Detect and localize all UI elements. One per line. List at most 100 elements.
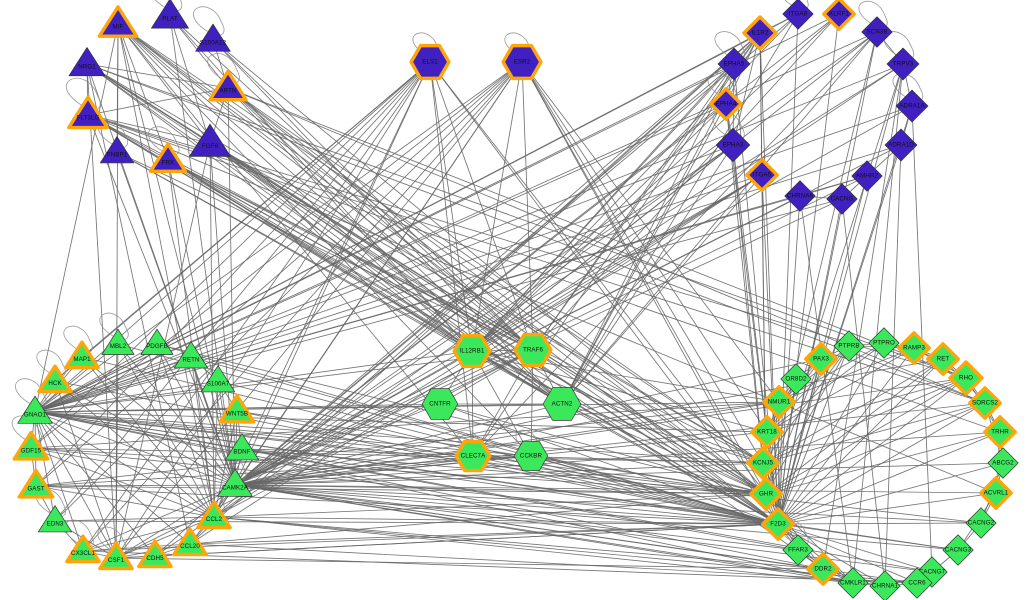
- node-shape-diamond[interactable]: [784, 180, 816, 212]
- node-shape-diamond[interactable]: [780, 363, 812, 395]
- node-shape-diamond[interactable]: [782, 0, 814, 30]
- graph-node-chrna1[interactable]: CHRNA1: [869, 570, 901, 600]
- node-shape-diamond[interactable]: [762, 385, 796, 419]
- node-shape-diamond[interactable]: [979, 476, 1013, 510]
- graph-node-map1[interactable]: MAP1: [64, 340, 100, 370]
- node-shape-triangle[interactable]: [97, 5, 139, 38]
- node-shape-triangle[interactable]: [68, 47, 106, 77]
- graph-node-ffar3[interactable]: FFAR3: [782, 534, 814, 566]
- node-shape-diamond[interactable]: [715, 127, 751, 163]
- graph-node-ptpro[interactable]: PTPRO: [868, 327, 900, 359]
- graph-node-orbd2[interactable]: OR8D2: [780, 363, 812, 395]
- graph-node-mif[interactable]: MIF: [97, 5, 139, 38]
- node-shape-triangle[interactable]: [173, 341, 209, 369]
- node-shape-diamond[interactable]: [717, 47, 751, 81]
- node-shape-hexagon[interactable]: [409, 43, 451, 81]
- node-shape-diamond[interactable]: [761, 507, 795, 541]
- node-shape-triangle[interactable]: [17, 468, 55, 499]
- graph-node-cacng3[interactable]: CACNG3: [942, 534, 974, 566]
- graph-node-abcg2[interactable]: ABCG2: [987, 447, 1019, 479]
- node-shape-triangle[interactable]: [172, 527, 208, 557]
- graph-node-s100a12[interactable]: S100A12: [195, 23, 231, 52]
- graph-node-gast[interactable]: GAST: [17, 468, 55, 499]
- node-shape-triangle[interactable]: [64, 340, 100, 370]
- node-shape-diamond[interactable]: [709, 87, 743, 121]
- graph-node-il12rb1[interactable]: IL12RB1: [452, 333, 492, 369]
- node-shape-triangle[interactable]: [148, 142, 188, 174]
- node-shape-hexagon[interactable]: [513, 332, 553, 368]
- graph-node-clec7a[interactable]: CLEC7A: [454, 439, 492, 473]
- node-shape-diamond[interactable]: [833, 330, 865, 362]
- node-shape-triangle[interactable]: [17, 395, 53, 424]
- graph-node-chrna6[interactable]: CHRNA6: [784, 180, 816, 212]
- graph-node-nrg1[interactable]: NRG1: [68, 47, 106, 77]
- node-shape-hexagon[interactable]: [421, 388, 459, 420]
- node-shape-diamond[interactable]: [884, 128, 918, 162]
- node-shape-hexagon[interactable]: [501, 43, 543, 81]
- node-shape-diamond[interactable]: [745, 158, 779, 192]
- node-shape-diamond[interactable]: [895, 89, 929, 123]
- node-shape-diamond[interactable]: [742, 15, 778, 51]
- node-shape-triangle[interactable]: [151, 0, 189, 29]
- node-shape-diamond[interactable]: [746, 446, 780, 480]
- node-shape-triangle[interactable]: [67, 95, 109, 130]
- graph-node-ccl20[interactable]: CCL20: [172, 527, 208, 557]
- graph-node-adra1d[interactable]: ADRA1D: [884, 128, 918, 162]
- node-shape-triangle[interactable]: [218, 393, 256, 424]
- graph-node-plat[interactable]: PLAT: [151, 0, 189, 29]
- graph-node-kcnj5[interactable]: KCNJ5: [746, 446, 780, 480]
- node-shape-diamond[interactable]: [942, 534, 974, 566]
- node-shape-triangle[interactable]: [65, 534, 101, 564]
- node-shape-diamond[interactable]: [983, 415, 1017, 449]
- node-shape-diamond[interactable]: [868, 327, 900, 359]
- node-shape-diamond[interactable]: [806, 552, 840, 586]
- node-shape-diamond[interactable]: [837, 567, 869, 599]
- graph-node-il1r2[interactable]: IL1R2: [742, 15, 778, 51]
- graph-node-mbl2[interactable]: MBL2: [101, 328, 135, 355]
- graph-node-klrf1[interactable]: KLRF1: [822, 0, 856, 31]
- graph-node-cntfr[interactable]: CNTFR: [421, 388, 459, 420]
- node-shape-diamond[interactable]: [861, 16, 893, 48]
- graph-node-traf6[interactable]: TRAF6: [513, 332, 553, 368]
- node-shape-diamond[interactable]: [897, 331, 931, 365]
- node-shape-triangle[interactable]: [98, 541, 134, 571]
- node-shape-diamond[interactable]: [869, 570, 901, 600]
- node-shape-diamond[interactable]: [926, 342, 960, 376]
- node-shape-diamond[interactable]: [750, 415, 784, 449]
- node-shape-diamond[interactable]: [968, 386, 1002, 420]
- node-shape-diamond[interactable]: [749, 477, 783, 511]
- graph-node-amhr2[interactable]: AMHR2: [851, 160, 883, 192]
- node-shape-hexagon[interactable]: [513, 441, 549, 471]
- node-shape-triangle[interactable]: [101, 328, 135, 355]
- graph-node-adra1a[interactable]: ADRA1A: [895, 89, 929, 123]
- node-shape-triangle[interactable]: [196, 500, 232, 530]
- node-shape-diamond[interactable]: [901, 567, 933, 599]
- graph-node-frk[interactable]: FRK: [148, 142, 188, 174]
- node-shape-triangle[interactable]: [189, 123, 231, 157]
- graph-node-cacng2[interactable]: CACNG2: [965, 507, 997, 539]
- node-shape-diamond[interactable]: [782, 534, 814, 566]
- node-shape-triangle[interactable]: [217, 468, 253, 497]
- graph-node-acvrl1[interactable]: ACVRL1: [979, 476, 1013, 510]
- node-shape-triangle[interactable]: [224, 433, 260, 461]
- graph-node-ramp3[interactable]: RAMP3: [897, 331, 931, 365]
- node-shape-hexagon[interactable]: [454, 439, 492, 473]
- node-shape-diamond[interactable]: [886, 47, 920, 81]
- node-shape-hexagon[interactable]: [452, 333, 492, 369]
- node-shape-hexagon[interactable]: [542, 387, 582, 421]
- node-shape-triangle[interactable]: [195, 23, 231, 52]
- node-shape-triangle[interactable]: [99, 136, 135, 164]
- node-shape-diamond[interactable]: [987, 447, 1019, 479]
- node-shape-diamond[interactable]: [965, 507, 997, 539]
- graph-node-cacng[interactable]: CACNG: [826, 183, 858, 215]
- node-shape-diamond[interactable]: [804, 342, 838, 376]
- graph-node-rho[interactable]: RHO: [948, 360, 984, 396]
- graph-node-epha3[interactable]: EPHA3: [715, 127, 751, 163]
- node-shape-diamond[interactable]: [822, 0, 856, 31]
- node-shape-triangle[interactable]: [37, 505, 73, 533]
- graph-node-fgf6[interactable]: FGF6: [189, 123, 231, 157]
- graph-node-cx3cl1[interactable]: CX3CL1: [65, 534, 101, 564]
- node-shape-triangle[interactable]: [12, 430, 50, 461]
